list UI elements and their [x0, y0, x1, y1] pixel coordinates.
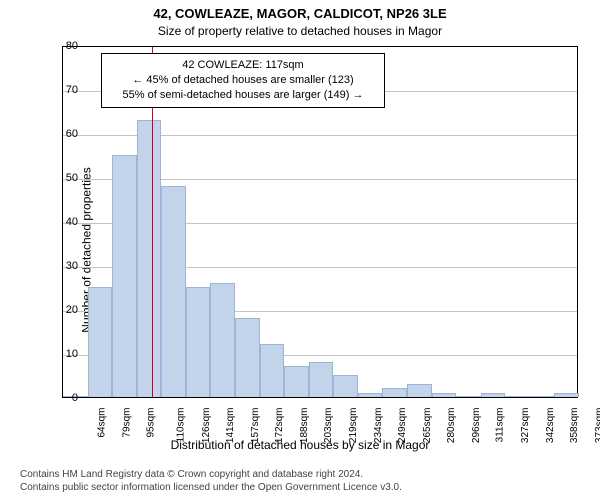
histogram-bar — [284, 366, 309, 397]
x-tick: 358sqm — [569, 408, 580, 444]
annotation-line3: 55% of semi-detached houses are larger (… — [110, 88, 376, 103]
histogram-bar — [186, 287, 211, 397]
x-tick: 280sqm — [446, 408, 457, 444]
x-tick: 296sqm — [471, 408, 482, 444]
histogram-chart: 42, COWLEAZE, MAGOR, CALDICOT, NP26 3LE … — [0, 0, 600, 500]
footer-line1: Contains HM Land Registry data © Crown c… — [20, 468, 402, 481]
x-tick: 157sqm — [250, 408, 261, 444]
x-tick: 141sqm — [225, 408, 236, 444]
histogram-bar — [358, 393, 383, 397]
x-tick: 265sqm — [422, 408, 433, 444]
y-tick: 10 — [66, 348, 78, 360]
x-tick: 188sqm — [299, 408, 310, 444]
x-tick: 172sqm — [274, 408, 285, 444]
histogram-bar — [505, 396, 530, 397]
footer-attrib: Contains HM Land Registry data © Crown c… — [20, 468, 402, 494]
histogram-bar — [481, 393, 506, 397]
footer-line2: Contains public sector information licen… — [20, 481, 402, 494]
histogram-bar — [407, 384, 432, 397]
histogram-bar — [309, 362, 334, 397]
x-tick: 203sqm — [323, 408, 334, 444]
chart-subtitle: Size of property relative to detached ho… — [0, 24, 600, 38]
y-tick: 20 — [66, 304, 78, 316]
histogram-bar — [210, 283, 235, 397]
histogram-bar — [235, 318, 260, 397]
y-tick: 60 — [66, 128, 78, 140]
annotation-line2: ← 45% of detached houses are smaller (12… — [110, 73, 376, 88]
histogram-bar — [260, 344, 285, 397]
histogram-bar — [137, 120, 162, 397]
y-tick: 0 — [72, 392, 78, 404]
histogram-bar — [161, 186, 186, 397]
histogram-bar — [456, 396, 481, 397]
x-tick: 79sqm — [121, 408, 132, 438]
histogram-bar — [554, 393, 579, 397]
y-tick: 30 — [66, 260, 78, 272]
x-tick: 342sqm — [545, 408, 556, 444]
x-tick: 95sqm — [146, 408, 157, 438]
x-tick: 110sqm — [175, 408, 186, 443]
x-tick: 64sqm — [97, 408, 108, 438]
histogram-bar — [382, 388, 407, 397]
y-tick: 70 — [66, 84, 78, 96]
histogram-bar — [88, 287, 113, 397]
histogram-bar — [112, 155, 137, 397]
x-tick: 126sqm — [201, 408, 212, 444]
histogram-bar — [432, 393, 457, 397]
y-tick: 80 — [66, 40, 78, 52]
histogram-bar — [333, 375, 358, 397]
histogram-bar — [530, 396, 555, 397]
y-tick: 50 — [66, 172, 78, 184]
x-tick: 234sqm — [373, 408, 384, 444]
x-tick: 311sqm — [495, 408, 506, 443]
annotation-line1: 42 COWLEAZE: 117sqm — [110, 58, 376, 73]
x-tick: 373sqm — [594, 408, 600, 444]
x-tick: 327sqm — [520, 408, 531, 444]
x-tick: 219sqm — [348, 408, 359, 444]
chart-title: 42, COWLEAZE, MAGOR, CALDICOT, NP26 3LE — [0, 6, 600, 21]
plot-area: 42 COWLEAZE: 117sqm← 45% of detached hou… — [62, 46, 578, 398]
annotation-box: 42 COWLEAZE: 117sqm← 45% of detached hou… — [101, 53, 385, 108]
x-tick: 249sqm — [397, 408, 408, 444]
y-tick: 40 — [66, 216, 78, 228]
